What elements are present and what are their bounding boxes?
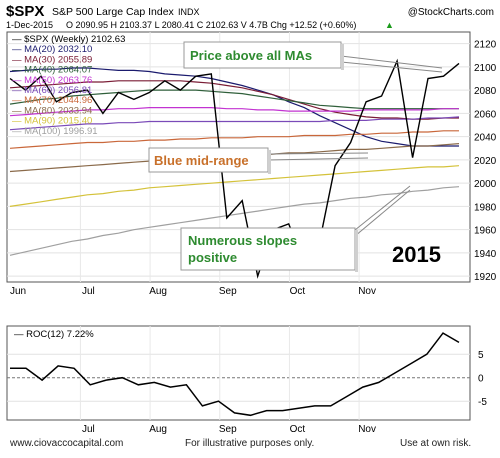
footer-disclaimer: For illustrative purposes only. [185,438,314,449]
legend-item-ma50: — MA(50) 2063.76 [12,75,92,86]
y-tick-label: 2060 [474,109,497,120]
legend: — $SPX (Weekly) 2102.63— MA(20) 2032.10—… [12,34,125,137]
series-line-ma40 [9,89,459,110]
price-x-axis: Jun Jul Aug Sep Oct Nov [10,286,376,297]
roc-x-tick-label: Oct [290,424,306,435]
x-tick-label: Aug [149,286,167,297]
legend-item-price: — $SPX (Weekly) 2102.63 [12,34,125,45]
y-tick-label: 1980 [474,202,497,213]
footer-risk: Use at own risk. [400,438,471,449]
series-line-price [9,58,460,279]
series-line-ma60 [9,116,460,131]
roc-y-tick-label: 0 [478,374,484,385]
x-tick-label: Sep [219,286,237,297]
roc-panel [6,325,471,421]
y-tick-label: 1920 [474,272,497,283]
callout-blue-mid-text: Blue mid-range [154,153,249,168]
callout-slopes-text-1: Numerous slopes [188,233,297,248]
symbol-title: $SPX [6,3,44,20]
series-line-roc [10,332,460,417]
legend-item-ma90: — MA(90) 2015.40 [12,116,92,127]
legend-item-ma60: — MA(60) 2056.81 [12,85,92,96]
legend-item-ma20: — MA(20) 2032.10 [12,44,92,55]
callout-slopes: Numerous slopes positive [180,185,411,272]
up-arrow-icon: ▲ [385,20,394,30]
callout-price-above-text: Price above all MAs [190,48,312,63]
callout-price-above: Price above all MAs [183,41,443,73]
roc-x-tick-label: Aug [149,424,167,435]
roc-x-axis: Jul Aug Sep Oct Nov [82,424,376,435]
y-tick-label: 2040 [474,133,497,144]
series-line-ma90 [9,165,460,207]
legend-item-ma30: — MA(30) 2055.89 [12,54,92,65]
y-tick-label: 2100 [474,63,497,74]
callout-slopes-text-2: positive [188,250,237,265]
series-line-ma50 [9,106,459,117]
x-tick-label: Jun [10,286,26,297]
roc-series [10,332,460,417]
index-name: S&P 500 Large Cap Index [52,6,175,18]
roc-legend: — ROC(12) 7.22% [14,329,94,340]
year-label: 2015 [392,242,441,267]
legend-item-ma100: — MA(100) 1996.91 [12,126,98,137]
y-tick-label: 2000 [474,179,497,190]
price-series [9,58,460,279]
legend-item-ma40: — MA(40) 2064.07 [12,65,92,76]
y-tick-label: 2020 [474,156,497,167]
series-line-ma30 [9,80,459,120]
series-line-ma70 [9,130,459,149]
callout-blue-mid: Blue mid-range [148,147,369,174]
x-tick-label: Nov [358,286,376,297]
y-tick-label: 1960 [474,226,497,237]
series-line-ma100 [9,186,460,256]
legend-item-ma70: — MA(70) 2044.96 [12,95,92,106]
series-line-ma20 [9,67,459,147]
x-tick-label: Jul [82,286,95,297]
roc-x-tick-label: Jul [82,424,95,435]
roc-x-tick-label: Sep [219,424,237,435]
x-tick-label: Oct [290,286,306,297]
legend-item-ma80: — MA(80) 2033.94 [12,105,92,116]
y-tick-label: 2120 [474,40,497,51]
roc-x-tick-label: Nov [358,424,376,435]
ohlc-stats: O 2090.95 H 2103.37 L 2080.41 C 2102.63 … [66,20,356,30]
roc-y-axis: -5 0 5 [478,350,487,408]
source-label: @StockCharts.com [408,7,494,18]
price-y-axis: 1920 1940 1960 1980 2000 2020 2040 2060 2080 2100… [474,40,497,284]
footer-website: www.ciovaccocapital.com [9,438,123,449]
date-label: 1-Dec-2015 [6,20,53,30]
roc-y-tick-label: -5 [478,397,487,408]
roc-y-tick-label: 5 [478,350,484,361]
y-tick-label: 2080 [474,86,497,97]
y-tick-label: 1940 [474,249,497,260]
exchange-label: INDX [178,7,200,17]
